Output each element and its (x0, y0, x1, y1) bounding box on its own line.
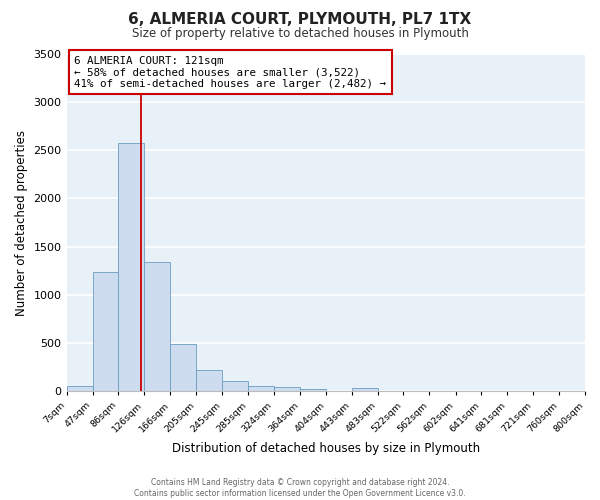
Bar (118, 142, 145, 391)
Bar (300, 389, 326, 391)
Text: Contains HM Land Registry data © Crown copyright and database right 2024.
Contai: Contains HM Land Registry data © Crown c… (134, 478, 466, 498)
Text: Size of property relative to detached houses in Plymouth: Size of property relative to detached ho… (131, 28, 469, 40)
Bar (222, 380, 248, 391)
Text: 6, ALMERIA COURT, PLYMOUTH, PL7 1TX: 6, ALMERIA COURT, PLYMOUTH, PL7 1TX (128, 12, 472, 28)
Bar (274, 388, 300, 391)
Bar (145, 262, 170, 391)
Y-axis label: Number of detached properties: Number of detached properties (15, 130, 28, 316)
Bar (352, 388, 378, 391)
Bar (248, 386, 274, 391)
Bar (170, 344, 196, 391)
Bar (92, 272, 118, 391)
Bar (196, 370, 222, 391)
Text: 6 ALMERIA COURT: 121sqm
← 58% of detached houses are smaller (3,522)
41% of semi: 6 ALMERIA COURT: 121sqm ← 58% of detache… (74, 56, 386, 89)
X-axis label: Distribution of detached houses by size in Plymouth: Distribution of detached houses by size … (172, 442, 480, 455)
Bar (67, 386, 92, 391)
